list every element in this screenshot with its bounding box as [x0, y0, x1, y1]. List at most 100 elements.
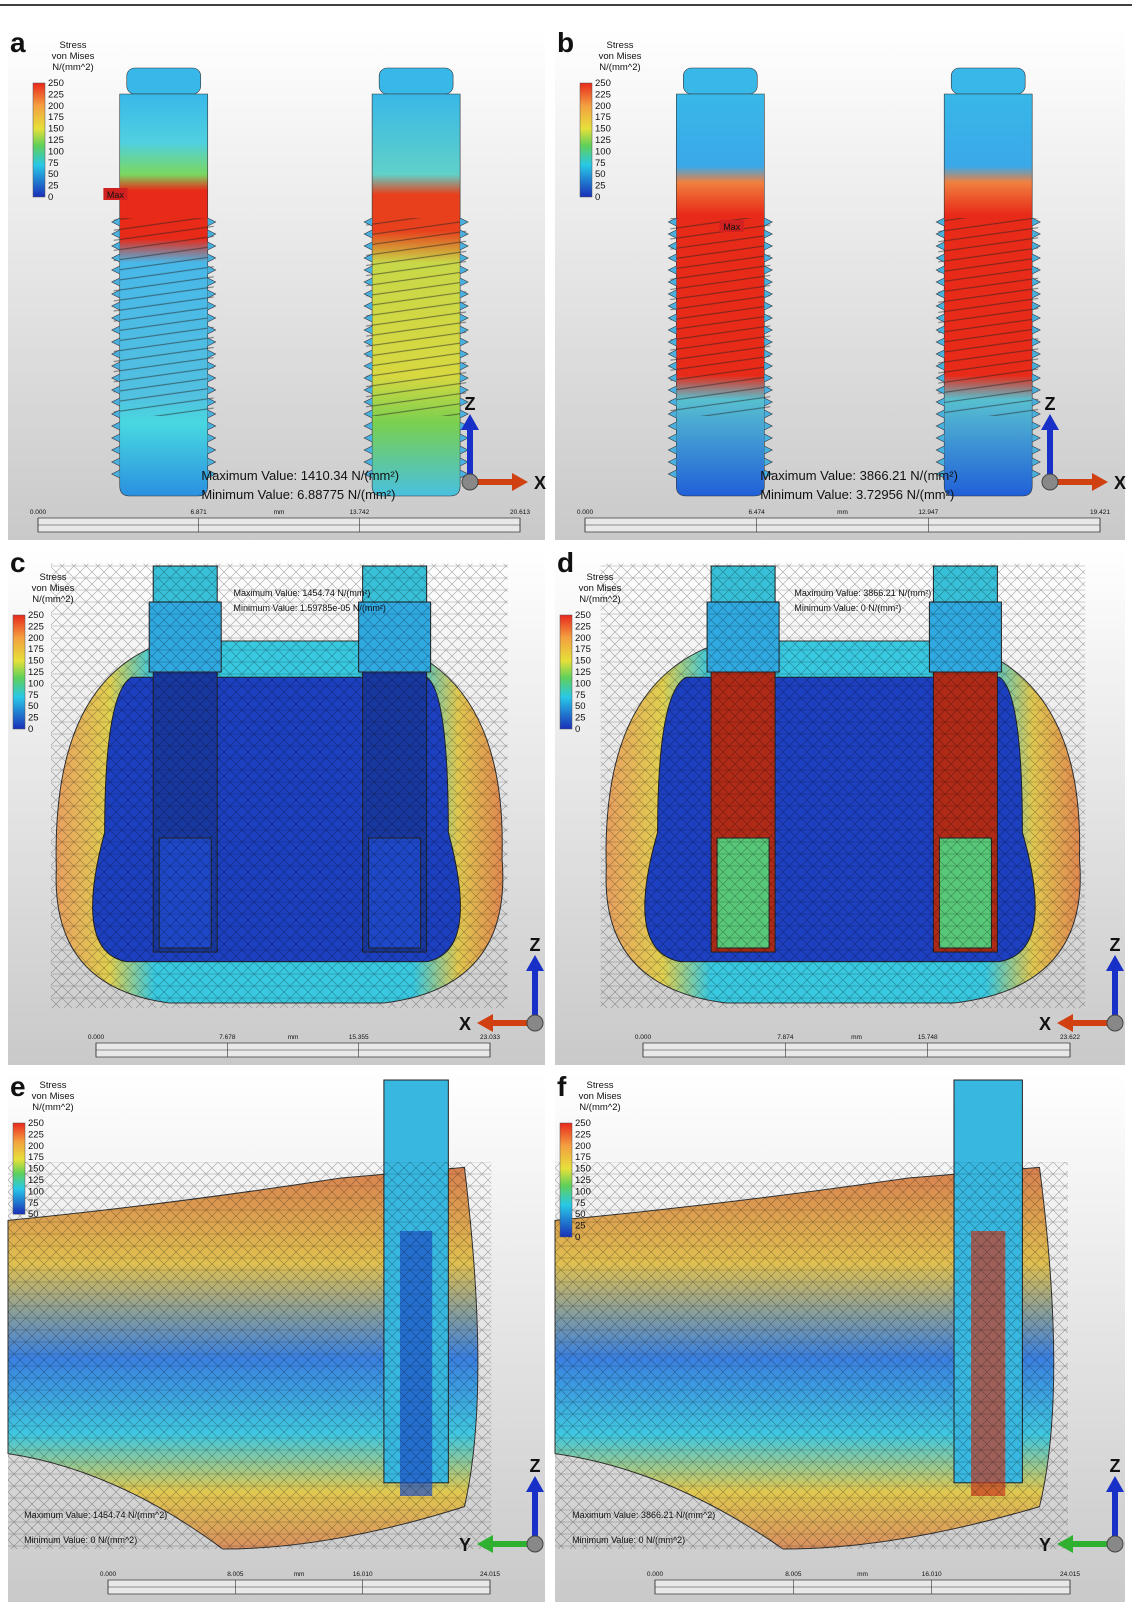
minimum-value: Minimum Value: 0 N/(mm^2): [572, 1535, 685, 1545]
thread-tooth: [667, 241, 773, 251]
axis-label-z: Z: [1110, 1456, 1121, 1476]
scale-tick: 13.742: [349, 509, 369, 516]
axis-head-h: [477, 1014, 493, 1032]
max-marker-box: [103, 188, 128, 200]
legend-title: von Mises: [599, 51, 642, 62]
color-bar: [559, 614, 573, 730]
legend-tick: 225: [28, 621, 44, 632]
scale-tick: 0.000: [577, 509, 594, 516]
thread-tooth: [111, 313, 217, 323]
thread-tooth: [667, 421, 773, 431]
thread-tooth: [935, 457, 1041, 467]
thread-tooth: [667, 385, 773, 395]
thread-tooth: [111, 217, 217, 227]
mesh: [555, 1162, 1068, 1549]
max-marker: Max: [107, 190, 125, 200]
maximum-value: Maximum Value: 1410.34 N/(mm²): [201, 468, 399, 483]
axis-head-h: [1092, 473, 1108, 491]
legend-tick: 175: [575, 1152, 591, 1163]
axis-label-h: X: [534, 473, 546, 493]
legend-tick: 50: [48, 169, 59, 180]
thread-tooth: [935, 313, 1041, 323]
thread-tooth: [667, 229, 773, 239]
legend-title: Stress: [40, 1080, 67, 1091]
thread-tooth: [111, 361, 217, 371]
thread-tooth: [935, 433, 1041, 443]
thread-tooth: [111, 433, 217, 443]
legend-tick: 75: [575, 690, 586, 701]
legend-tick: 125: [595, 135, 611, 146]
axis-head-h: [1057, 1535, 1073, 1553]
thread-tooth: [363, 337, 469, 347]
legend-tick: 50: [28, 1209, 39, 1220]
axis-origin: [1041, 473, 1059, 491]
thread-tooth: [935, 229, 1041, 239]
legend-tick: 50: [595, 169, 606, 180]
thread-tooth: [111, 229, 217, 239]
panel-label: a: [10, 27, 26, 58]
legend-tick: 125: [48, 135, 64, 146]
scale-tick: 0.000: [100, 1571, 117, 1578]
scale-tick: 0.000: [88, 1034, 105, 1041]
axis-head-h: [512, 473, 528, 491]
panel-label: c: [10, 547, 26, 578]
minimum-value: Minimum Value: 3.72956 N/(mm²): [760, 487, 954, 502]
axis-origin: [461, 473, 479, 491]
legend-tick: 200: [48, 101, 64, 112]
legend-title: N/(mm^2): [32, 594, 73, 605]
legend-title: N/(mm^2): [599, 62, 640, 73]
legend-tick: 150: [575, 1164, 591, 1175]
axis-label-h: Y: [459, 1535, 471, 1555]
legend-tick: 125: [575, 667, 591, 678]
thread-tooth: [667, 277, 773, 287]
legend-tick: 75: [575, 1198, 586, 1209]
legend-tick: 175: [28, 644, 44, 655]
legend-tick: 25: [48, 181, 59, 192]
axis-label-h: Y: [1039, 1535, 1051, 1555]
axis-origin: [526, 1535, 544, 1553]
thread-tooth: [935, 325, 1041, 335]
thread-tooth: [935, 373, 1041, 383]
thread-tooth: [667, 445, 773, 455]
legend-tick: 50: [575, 701, 586, 712]
legend-tick: 175: [595, 112, 611, 123]
thread-tooth: [935, 337, 1041, 347]
legend-title: Stress: [607, 40, 634, 51]
legend-tick: 125: [28, 1175, 44, 1186]
thread-tooth: [667, 361, 773, 371]
legend-tick: 125: [575, 1175, 591, 1186]
thread-tooth: [363, 253, 469, 263]
legend-tick: 200: [575, 633, 591, 644]
thread-tooth: [935, 241, 1041, 251]
thread-tooth: [935, 421, 1041, 431]
thread-tooth: [363, 277, 469, 287]
thread-tooth: [111, 409, 217, 419]
thread-tooth: [935, 385, 1041, 395]
thread-tooth: [935, 289, 1041, 299]
scale-tick: 8.005: [227, 1571, 244, 1578]
axis-head-h: [477, 1535, 493, 1553]
thread-tooth: [363, 313, 469, 323]
thread-tooth: [667, 469, 773, 479]
legend-tick: 250: [595, 78, 611, 89]
legend-tick: 25: [595, 181, 606, 192]
scale-tick: mm: [288, 1034, 299, 1041]
scale-tick: 24.015: [480, 1571, 500, 1578]
legend-tick: 75: [28, 690, 39, 701]
legend-tick: 225: [48, 89, 64, 100]
legend-title: Stress: [587, 1080, 614, 1091]
max-marker: Max: [723, 222, 741, 232]
implant-threads: [670, 218, 771, 416]
scale-tick: 12.947: [918, 509, 938, 516]
thread-tooth: [667, 457, 773, 467]
mesh: [600, 563, 1086, 1009]
legend-tick: 100: [28, 1186, 44, 1197]
color-bar: [12, 614, 26, 730]
legend-tick: 25: [575, 713, 586, 724]
mesh: [50, 563, 508, 1009]
thread-tooth: [363, 325, 469, 335]
thread-tooth: [363, 409, 469, 419]
thread-tooth: [935, 301, 1041, 311]
